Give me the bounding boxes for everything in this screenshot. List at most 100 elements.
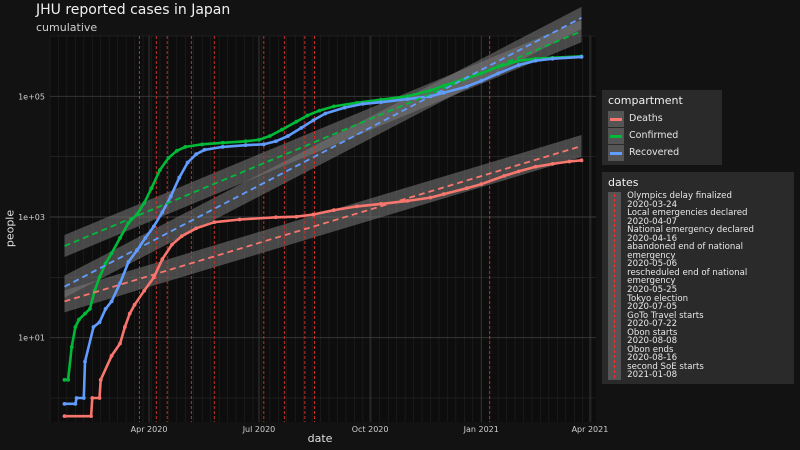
legend-key-deaths [608,110,624,127]
point-recovered [579,55,584,59]
point-recovered [62,401,67,406]
point-deaths [194,226,199,231]
point-recovered [118,281,122,286]
x-tick-label: Apr 2021 [572,425,609,434]
point-deaths [567,159,572,164]
legend-date-entry: Olympics delay finalized [627,191,732,201]
legend-date-entry: Local emergencies declared [627,208,748,219]
point-confirmed [294,119,299,124]
point-recovered [311,118,316,123]
point-deaths [579,158,584,163]
point-recovered [479,79,484,83]
point-confirmed [135,212,139,217]
point-deaths [550,161,555,166]
legend-date-entry: 2021-01-08 [627,370,678,381]
point-recovered [103,306,108,311]
chart-title: JHU reported cases in Japan [36,2,231,18]
x-tick-label: Apr 2020 [131,425,168,434]
point-deaths [331,208,336,213]
x-axis-label: date [307,432,333,445]
legend-key-recovered [608,144,624,161]
point-confirmed [405,94,410,99]
point-deaths [294,214,299,219]
point-confirmed [142,201,147,205]
legend-date-entry: 2020-04-07 [627,216,678,227]
point-deaths [441,192,446,196]
point-recovered [342,105,347,110]
point-confirmed [220,140,225,145]
legend-date-entry: abandoned end of national emergency [627,242,743,261]
point-recovered [74,396,79,400]
point-deaths [118,341,122,346]
legend-date-entry: 2020-04-16 [627,233,678,244]
point-deaths [464,186,469,191]
trend-lines [64,17,582,303]
point-recovered [126,260,131,264]
point-deaths [273,215,278,220]
legend-date-entry: 2020-07-05 [627,302,678,313]
point-recovered [405,97,410,101]
legend-dates-entries: Olympics delay finalized 2020-03-24 Local … [627,192,788,380]
point-recovered [323,111,328,116]
point-confirmed [243,139,248,144]
point-deaths [170,242,174,247]
point-confirmed [183,145,188,149]
legend-item-confirmed: Confirmed [608,127,716,144]
point-deaths [90,396,95,400]
point-deaths [237,217,242,222]
point-recovered [83,359,87,364]
point-confirmed [280,127,284,132]
y-tick-label: 1e+05 [18,92,45,101]
point-confirmed [305,113,310,118]
point-recovered [91,325,96,329]
point-recovered [261,142,266,147]
point-deaths [212,220,217,225]
data-series [62,54,584,419]
legend-date-entry: GoTo Travel starts [627,310,704,321]
point-deaths [98,377,103,382]
point-recovered [160,210,165,215]
legend-compartment: compartment Deaths Confirmed Recovered [602,90,722,165]
point-confirmed [83,311,87,316]
point-deaths [311,212,316,217]
trend-band-deaths [64,135,582,313]
point-recovered [379,100,383,105]
point-confirmed [166,156,171,160]
legend-compartment-title: compartment [608,94,683,107]
point-recovered [97,320,102,325]
point-deaths [127,311,132,316]
legend-date-entry: 2020-03-24 [627,199,678,210]
point-confirmed [103,261,108,266]
point-deaths [502,173,507,178]
y-tick-label: 1e+01 [18,334,45,343]
point-confirmed [126,220,131,225]
legend-date-entry: rescheduled end of national emergency [627,267,748,287]
legend-label-confirmed: Confirmed [629,130,679,141]
legend-date-entry: second SoE starts [627,361,704,372]
point-confirmed [62,377,67,382]
point-recovered [168,194,173,199]
legend-dates-title: dates [608,176,639,189]
point-confirmed [73,325,78,329]
point-recovered [273,139,278,144]
series-line-confirmed [64,55,582,382]
point-confirmed [66,377,71,382]
point-recovered [143,236,148,240]
point-deaths [479,182,484,187]
x-tick-label: Oct 2020 [352,425,389,434]
legend-item-recovered: Recovered [608,144,716,161]
point-confirmed [109,251,114,256]
point-recovered [177,175,182,180]
legend-date-entry: 2020-05-25 [627,285,678,296]
point-confirmed [69,345,74,349]
legend-date-entry: 2020-08-16 [627,353,678,364]
point-recovered [202,147,207,152]
point-recovered [109,299,114,304]
point-deaths [379,201,383,206]
point-deaths [405,198,410,203]
point-deaths [62,414,67,419]
legend-item-deaths: Deaths [608,110,716,127]
point-confirmed [118,236,122,240]
point-deaths [516,169,521,174]
point-deaths [151,275,156,280]
